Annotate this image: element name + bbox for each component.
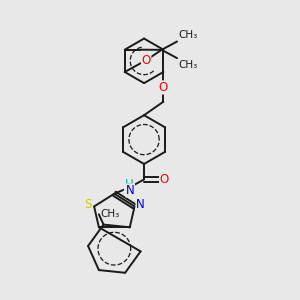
Text: CH₃: CH₃ [178,60,197,70]
Text: N: N [136,198,145,211]
Text: S: S [85,198,92,211]
Text: CH₃: CH₃ [100,209,120,219]
Text: H: H [124,178,133,191]
Text: N: N [126,184,134,197]
Text: CH₃: CH₃ [178,30,197,40]
Text: O: O [160,173,169,186]
Text: O: O [159,81,168,94]
Text: O: O [142,54,151,67]
